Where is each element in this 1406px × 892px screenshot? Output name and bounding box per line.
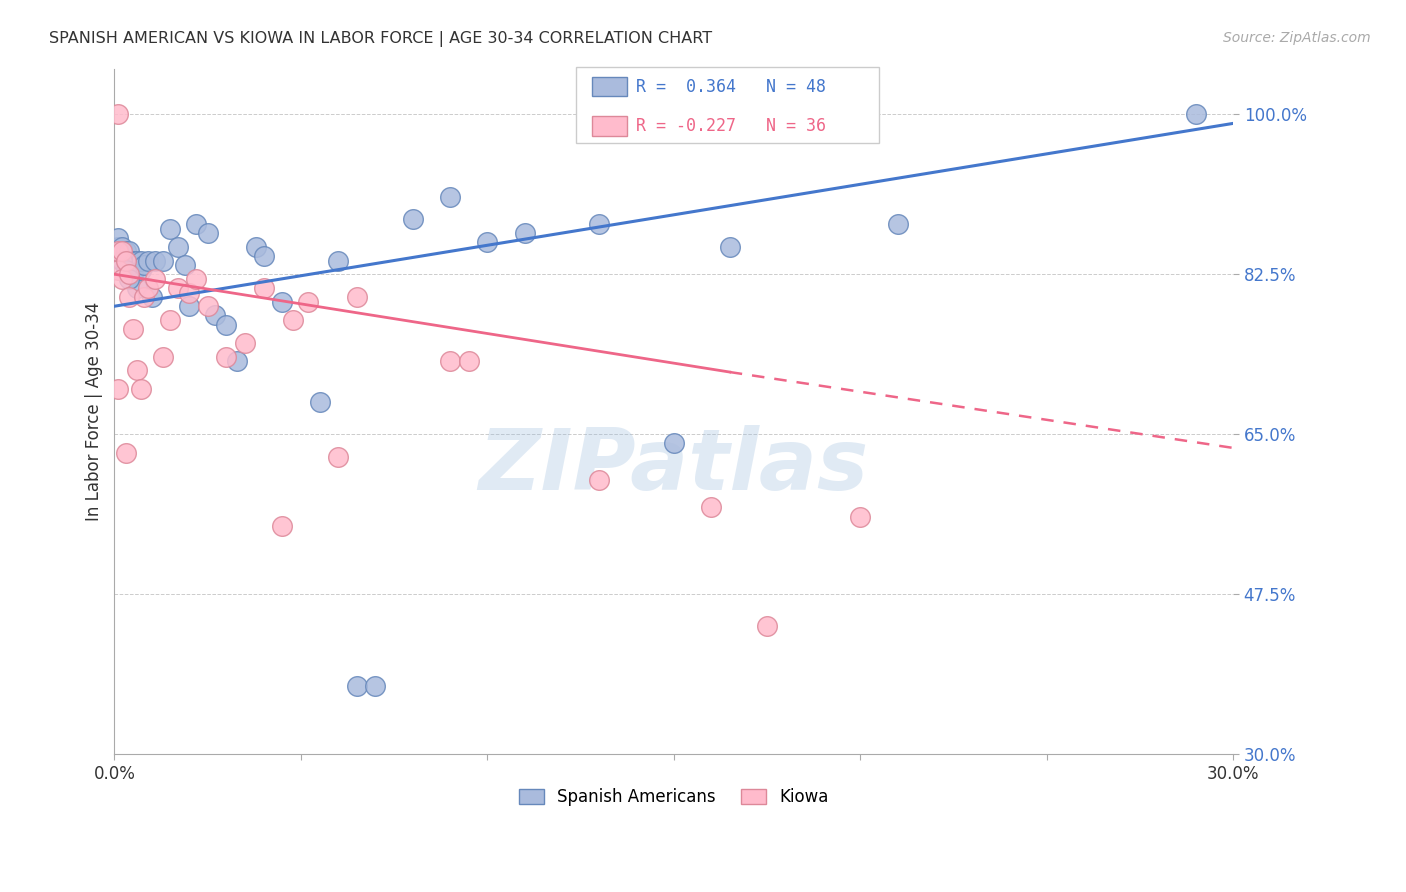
Point [588, 217, 610, 231]
Text: SPANISH AMERICAN VS KIOWA IN LABOR FORCE | AGE 30-34 CORRELATION CHART: SPANISH AMERICAN VS KIOWA IN LABOR FORCE… [49, 31, 713, 47]
Point [145, 253, 167, 268]
Point [457, 354, 479, 368]
Point [700, 500, 723, 515]
Point [439, 354, 461, 368]
Point [129, 253, 152, 268]
Point [204, 309, 226, 323]
Point [186, 272, 208, 286]
Point [152, 253, 174, 268]
Point [107, 240, 129, 254]
Point [159, 221, 181, 235]
Point [513, 226, 536, 240]
Point [477, 235, 499, 250]
Point [197, 299, 219, 313]
Point [107, 262, 129, 277]
Point [134, 258, 156, 272]
Point [177, 299, 200, 313]
Point [402, 212, 425, 227]
Point [136, 281, 159, 295]
Point [166, 281, 188, 295]
Text: Source: ZipAtlas.com: Source: ZipAtlas.com [1223, 31, 1371, 45]
Point [718, 240, 741, 254]
Point [134, 290, 156, 304]
Point [177, 285, 200, 300]
Point [114, 445, 136, 459]
Point [439, 189, 461, 203]
Point [118, 272, 141, 286]
Point [215, 350, 238, 364]
Point [114, 244, 136, 259]
Point [118, 290, 141, 304]
Point [252, 249, 274, 263]
Point [215, 318, 238, 332]
Point [118, 267, 141, 281]
Point [107, 244, 129, 259]
Legend: Spanish Americans, Kiowa: Spanish Americans, Kiowa [510, 780, 837, 814]
Point [283, 313, 305, 327]
Point [1185, 107, 1208, 121]
Point [346, 290, 368, 304]
Point [122, 253, 145, 268]
Point [245, 240, 267, 254]
Point [111, 253, 134, 268]
Point [114, 253, 136, 268]
Point [129, 382, 152, 396]
Text: ZIPatlas: ZIPatlas [478, 425, 869, 508]
Point [107, 107, 129, 121]
Point [308, 395, 330, 409]
Point [111, 244, 134, 259]
Point [849, 509, 872, 524]
Point [226, 354, 249, 368]
Text: R =  0.364   N = 48: R = 0.364 N = 48 [636, 78, 825, 95]
Point [152, 350, 174, 364]
Point [588, 473, 610, 487]
Y-axis label: In Labor Force | Age 30-34: In Labor Force | Age 30-34 [86, 301, 103, 521]
Point [111, 240, 134, 254]
Point [271, 518, 294, 533]
Point [328, 253, 350, 268]
Point [662, 436, 685, 450]
Point [111, 253, 134, 268]
Point [297, 294, 319, 309]
Point [233, 335, 256, 350]
Point [364, 679, 387, 693]
Point [118, 244, 141, 259]
Point [136, 253, 159, 268]
Point [118, 258, 141, 272]
Point [166, 240, 188, 254]
Point [886, 217, 908, 231]
Point [328, 450, 350, 464]
Point [114, 253, 136, 268]
Point [756, 619, 779, 633]
Point [197, 226, 219, 240]
Point [346, 679, 368, 693]
Point [125, 281, 148, 295]
Point [159, 313, 181, 327]
Point [271, 294, 294, 309]
Point [252, 281, 274, 295]
Point [125, 253, 148, 268]
Point [107, 230, 129, 244]
Point [107, 382, 129, 396]
Point [174, 258, 197, 272]
Point [141, 290, 163, 304]
Point [122, 267, 145, 281]
Point [145, 272, 167, 286]
Point [186, 217, 208, 231]
Point [107, 249, 129, 263]
Point [111, 272, 134, 286]
Point [129, 262, 152, 277]
Point [125, 363, 148, 377]
Text: R = -0.227   N = 36: R = -0.227 N = 36 [636, 117, 825, 135]
Point [122, 322, 145, 336]
Point [114, 262, 136, 277]
